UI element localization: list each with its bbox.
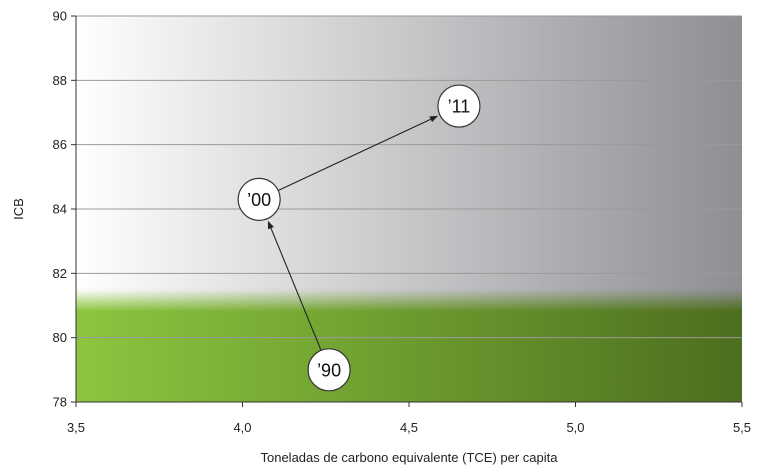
point-marker — [437, 84, 481, 128]
trajectory-arrow — [267, 220, 322, 351]
data-point: ’11 — [437, 84, 481, 128]
data-point: ’90 — [307, 348, 351, 392]
x-tick-label: 3,5 — [67, 420, 85, 435]
x-tick-label: 5,5 — [733, 420, 751, 435]
point-label: ’11 — [448, 97, 471, 117]
axes: 78 80 82 84 86 88 90 3,5 4,0 4,5 5,0 5,5 — [53, 9, 752, 436]
y-tick-label: 86 — [53, 137, 67, 152]
x-axis-title: Toneladas de carbono equivalente (TCE) p… — [260, 450, 558, 465]
point-label: ’00 — [247, 190, 271, 210]
y-axis-title: ICB — [11, 198, 26, 220]
point-marker — [237, 177, 281, 221]
point-marker — [307, 348, 351, 392]
trajectory-arrow — [277, 115, 438, 191]
x-tick-label: 4,5 — [400, 420, 418, 435]
x-tick-label: 5,0 — [566, 420, 584, 435]
green-background-band — [76, 289, 742, 402]
y-tick-label: 90 — [53, 9, 67, 24]
data-points: ’90 ’00 ’11 — [237, 84, 481, 392]
grid-lines — [76, 15, 742, 339]
y-tick-label: 78 — [53, 395, 67, 410]
x-tick-label: 4,0 — [233, 420, 251, 435]
y-tick-label: 88 — [53, 73, 67, 88]
y-tick-label: 80 — [53, 330, 67, 345]
data-point: ’00 — [237, 177, 281, 221]
trajectory-arrows — [267, 115, 438, 351]
point-label: ’90 — [317, 360, 341, 380]
y-tick-label: 82 — [53, 266, 67, 281]
y-tick-label: 84 — [53, 202, 67, 217]
